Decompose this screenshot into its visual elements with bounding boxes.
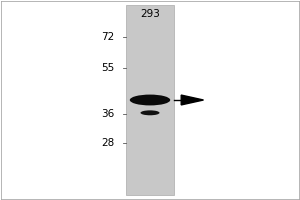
Bar [126,5,174,195]
Text: 293: 293 [140,9,160,19]
Ellipse shape [130,95,170,105]
Text: 55: 55 [101,63,114,73]
Text: 36: 36 [101,109,114,119]
Text: 28: 28 [101,138,114,148]
Text: 72: 72 [101,32,114,42]
Polygon shape [181,95,203,105]
Ellipse shape [140,110,160,115]
